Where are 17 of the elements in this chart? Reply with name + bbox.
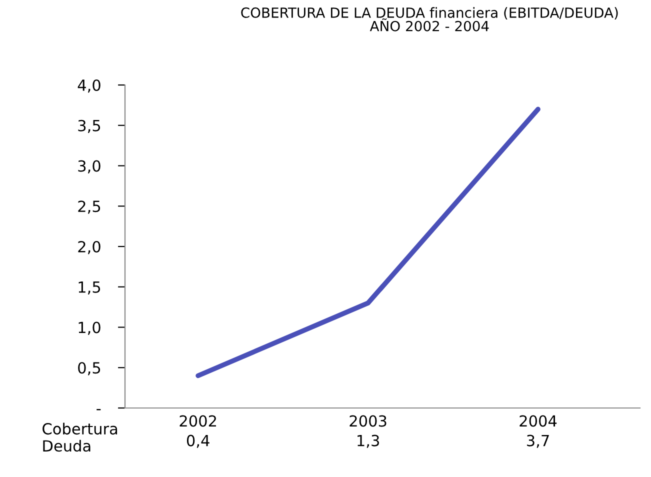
x-tick-label: 2002 <box>180 415 216 427</box>
text: 0,4 <box>186 434 210 448</box>
y-tick-label: 0,5 <box>78 362 100 376</box>
y-tick-label: 4,0 <box>78 79 100 93</box>
y-tick-label: - <box>96 409 101 410</box>
y-tick-label: 2,0 <box>78 240 100 254</box>
chart-title: COBERTURA DE LA DEUDA financiera (EBITDA/DEUDA) AÑO 2002 - 2004 <box>241 7 618 32</box>
text: 1,3 <box>358 434 379 448</box>
y-tick-label: 1,0 <box>78 322 100 335</box>
x-tick-label: 2004 <box>520 415 557 427</box>
y-tick-label: 3,0 <box>78 160 100 174</box>
y-tick-label: 1,5 <box>78 282 100 294</box>
text: 3,7 <box>527 434 549 448</box>
y-tick-label: 2,5 <box>78 200 100 214</box>
x-tick-label: 2003 <box>350 415 386 427</box>
text: Cobertura Deuda <box>42 422 118 452</box>
y-tick-label: 3,5 <box>78 120 100 133</box>
